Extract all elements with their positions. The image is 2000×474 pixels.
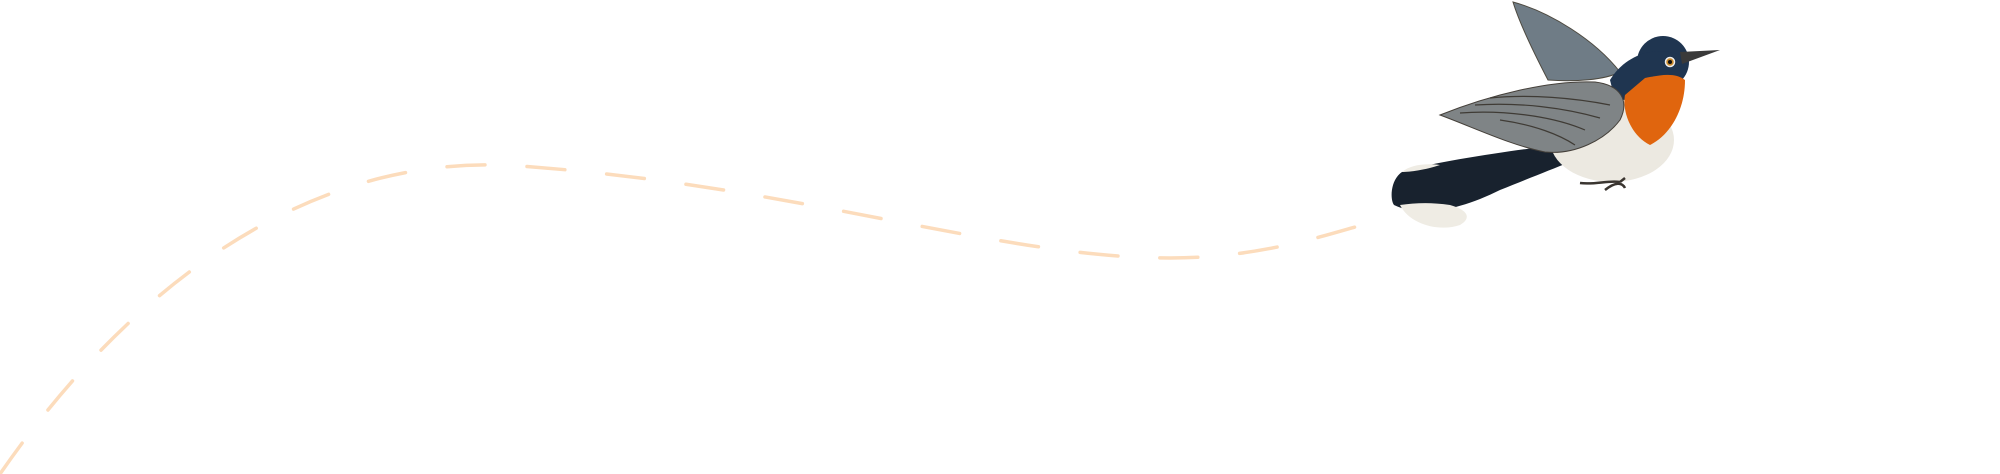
flight-path-dashed [0, 163, 1357, 474]
bird-icon [1391, 1, 1720, 228]
bird-tail [1391, 145, 1570, 212]
bird-legs [1579, 177, 1627, 191]
bird-tail-tips [1400, 164, 1467, 228]
bird-throat [1624, 74, 1685, 145]
bird-beak [1680, 50, 1720, 64]
bird-pupil [1668, 60, 1672, 64]
bird-wing-feathers [1459, 95, 1611, 146]
bird-upper-wing [1512, 1, 1621, 82]
